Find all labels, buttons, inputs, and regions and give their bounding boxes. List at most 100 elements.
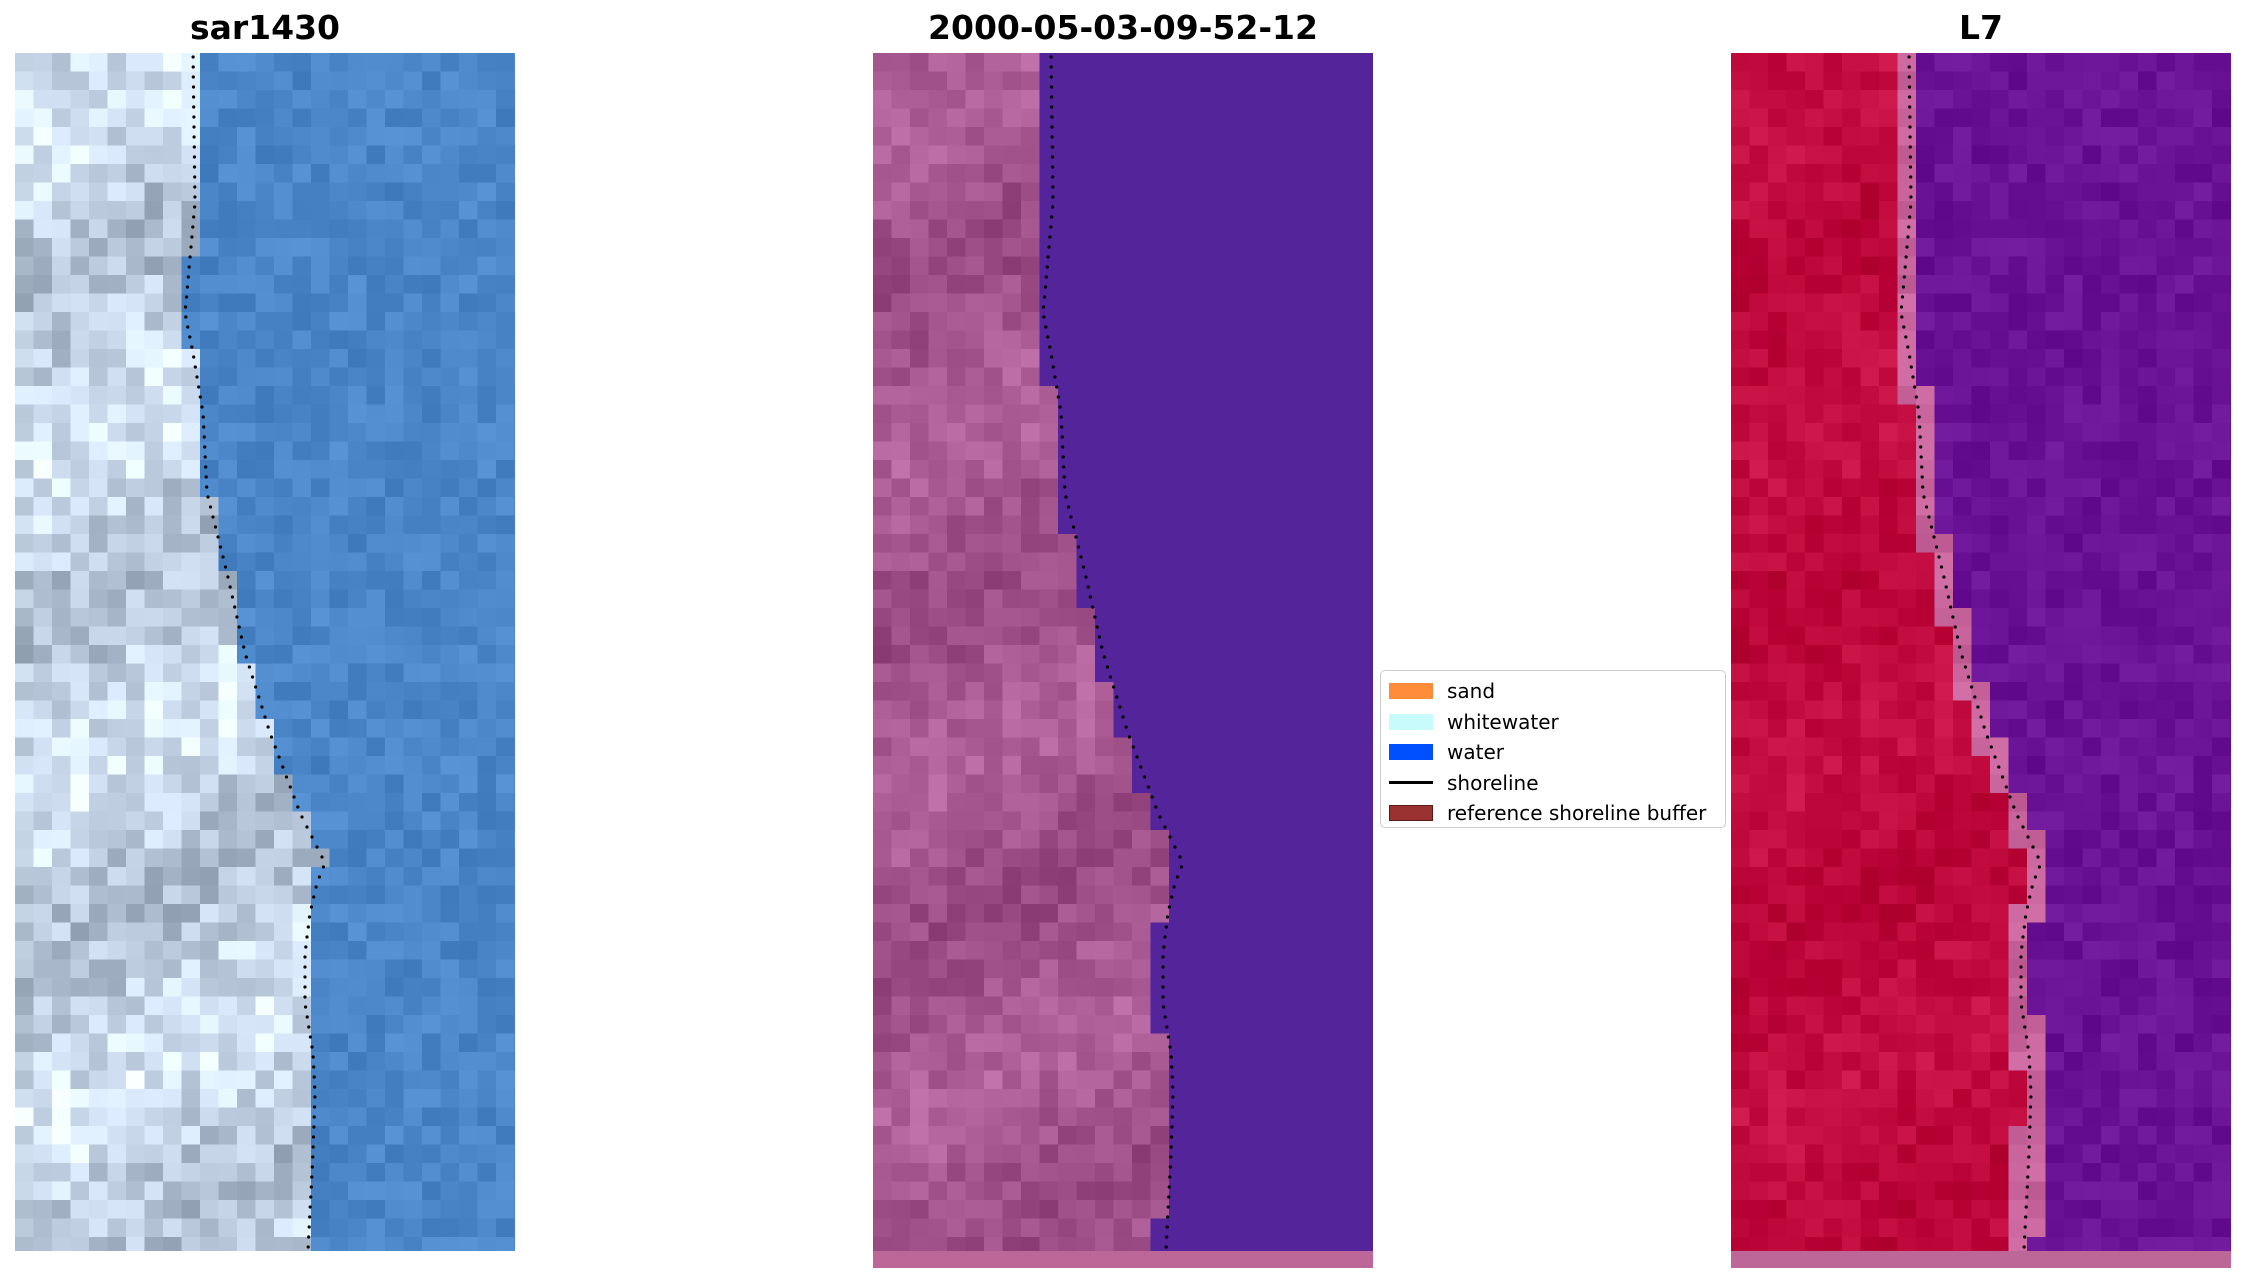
- image-cell: [2230, 404, 2231, 424]
- image-cell: [52, 238, 72, 258]
- image-cell: [403, 1070, 423, 1090]
- shoreline-point: [1043, 285, 1047, 289]
- shoreline-point: [1084, 575, 1088, 579]
- image-cell: [459, 256, 479, 276]
- image-cell: [52, 1126, 72, 1146]
- image-cell: [910, 626, 930, 646]
- image-cell: [1187, 90, 1207, 110]
- image-cell: [984, 256, 1004, 276]
- image-cell: [33, 386, 53, 406]
- image-cell: [1243, 1089, 1263, 1109]
- image-cell: [2082, 552, 2102, 572]
- image-cell: [910, 682, 930, 702]
- image-cell: [218, 996, 238, 1016]
- image-cell: [965, 811, 985, 831]
- image-cell: [2064, 719, 2084, 739]
- image-cell: [891, 959, 911, 979]
- image-cell: [1187, 423, 1207, 443]
- image-cell: [891, 90, 911, 110]
- image-cell: [1132, 145, 1152, 165]
- image-cell: [1354, 756, 1373, 776]
- image-cell: [311, 1089, 331, 1109]
- image-cell: [1934, 293, 1954, 313]
- image-cell: [1990, 164, 2010, 184]
- image-cell: [1335, 663, 1355, 683]
- image-cell: [1095, 478, 1115, 498]
- legend-label-buffer: reference shoreline buffer: [1447, 801, 1707, 826]
- image-cell: [1934, 626, 1954, 646]
- image-cell: [1021, 959, 1041, 979]
- image-cell: [422, 737, 442, 757]
- image-cell: [1823, 219, 1843, 239]
- image-cell: [1187, 663, 1207, 683]
- legend-swatch-sand: [1389, 683, 1433, 700]
- image-cell: [2027, 515, 2047, 535]
- image-cell: [255, 404, 275, 424]
- image-cell: [1169, 201, 1189, 221]
- image-cell: [1169, 90, 1189, 110]
- image-cell: [2138, 441, 2158, 461]
- image-cell: [237, 1237, 257, 1251]
- image-cell: [910, 848, 930, 868]
- shoreline-point: [257, 695, 261, 699]
- image-cell: [1805, 71, 1825, 91]
- image-cell: [965, 386, 985, 406]
- image-cell: [126, 312, 146, 332]
- shoreline-point: [1168, 1045, 1172, 1049]
- image-cell: [1002, 682, 1022, 702]
- shoreline-point: [307, 1235, 311, 1239]
- image-cell: [1354, 793, 1373, 813]
- image-cell: [496, 608, 515, 628]
- image-cell: [1335, 1163, 1355, 1183]
- image-cell: [1317, 626, 1337, 646]
- image-cell: [1354, 145, 1373, 165]
- image-cell: [1298, 811, 1318, 831]
- image-cell: [1206, 367, 1226, 387]
- image-cell: [200, 515, 220, 535]
- image-cell: [33, 293, 53, 313]
- image-cell: [52, 978, 72, 998]
- image-cell: [459, 1089, 479, 1109]
- image-cell: [1805, 571, 1825, 591]
- image-cell: [237, 1126, 257, 1146]
- image-cell: [15, 904, 35, 924]
- image-cell: [126, 608, 146, 628]
- image-cell: [144, 1218, 164, 1238]
- image-cell: [292, 1015, 312, 1035]
- image-cell: [440, 793, 460, 813]
- image-cell: [1971, 608, 1991, 628]
- image-cell: [1805, 515, 1825, 535]
- image-cell: [1916, 645, 1936, 665]
- image-cell: [1076, 571, 1096, 591]
- image-cell: [2008, 349, 2028, 369]
- image-cell: [385, 922, 405, 942]
- image-cell: [1039, 1107, 1059, 1127]
- image-cell: [1039, 608, 1059, 628]
- image-cell: [1243, 1107, 1263, 1127]
- image-cell: [1150, 201, 1170, 221]
- panel-title-classified: 2000-05-03-09-52-12: [928, 8, 1318, 47]
- image-cell: [891, 238, 911, 258]
- image-cell: [459, 811, 479, 831]
- image-cell: [1187, 756, 1207, 776]
- image-cell: [1095, 1200, 1115, 1220]
- image-cell: [947, 441, 967, 461]
- image-cell: [89, 904, 109, 924]
- image-cell: [1749, 571, 1769, 591]
- image-cell: [107, 515, 127, 535]
- image-cell: [126, 719, 146, 739]
- image-cell: [1243, 830, 1263, 850]
- image-cell: [33, 682, 53, 702]
- image-cell: [928, 700, 948, 720]
- image-cell: [2138, 145, 2158, 165]
- image-cell: [366, 552, 386, 572]
- legend: sand whitewater water shoreline referenc…: [1380, 670, 1726, 828]
- image-cell: [366, 534, 386, 554]
- image-cell: [514, 182, 515, 202]
- image-cell: [2193, 386, 2213, 406]
- shoreline-point: [1091, 605, 1095, 609]
- image-cell: [459, 1200, 479, 1220]
- image-cell: [910, 552, 930, 572]
- image-cell: [947, 312, 967, 332]
- image-cell: [1150, 552, 1170, 572]
